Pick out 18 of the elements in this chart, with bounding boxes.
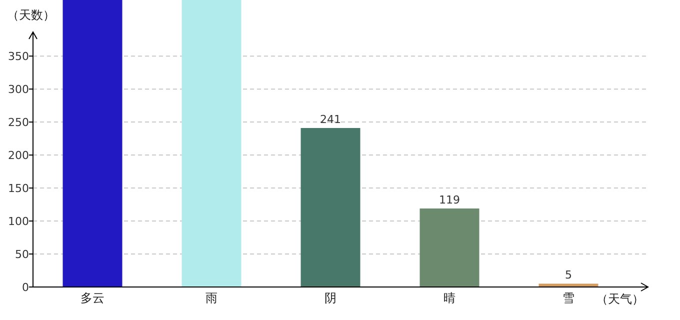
y-axis-title: （天数）: [7, 8, 55, 22]
y-tick-label: 300: [8, 83, 29, 96]
y-tick-label: 100: [8, 215, 29, 228]
data-label: 119: [439, 193, 460, 206]
y-tick-label: 150: [8, 182, 29, 196]
x-tick-label: 晴: [444, 291, 456, 305]
y-tick-label: 0: [22, 281, 29, 294]
x-tick-label: 阴: [324, 291, 336, 305]
x-tick-label: 雨: [206, 291, 218, 305]
y-tick-label: 350: [8, 50, 29, 64]
x-tick-label: 多云: [80, 291, 104, 305]
y-tick-label: 50: [15, 248, 29, 262]
data-label: 5: [565, 268, 572, 282]
y-tick-label: 200: [8, 149, 29, 162]
data-label: 241: [320, 112, 341, 126]
x-axis-title: （天气）: [596, 292, 644, 306]
y-tick-label: 250: [8, 116, 29, 130]
x-tick-label: 雪: [562, 291, 574, 305]
